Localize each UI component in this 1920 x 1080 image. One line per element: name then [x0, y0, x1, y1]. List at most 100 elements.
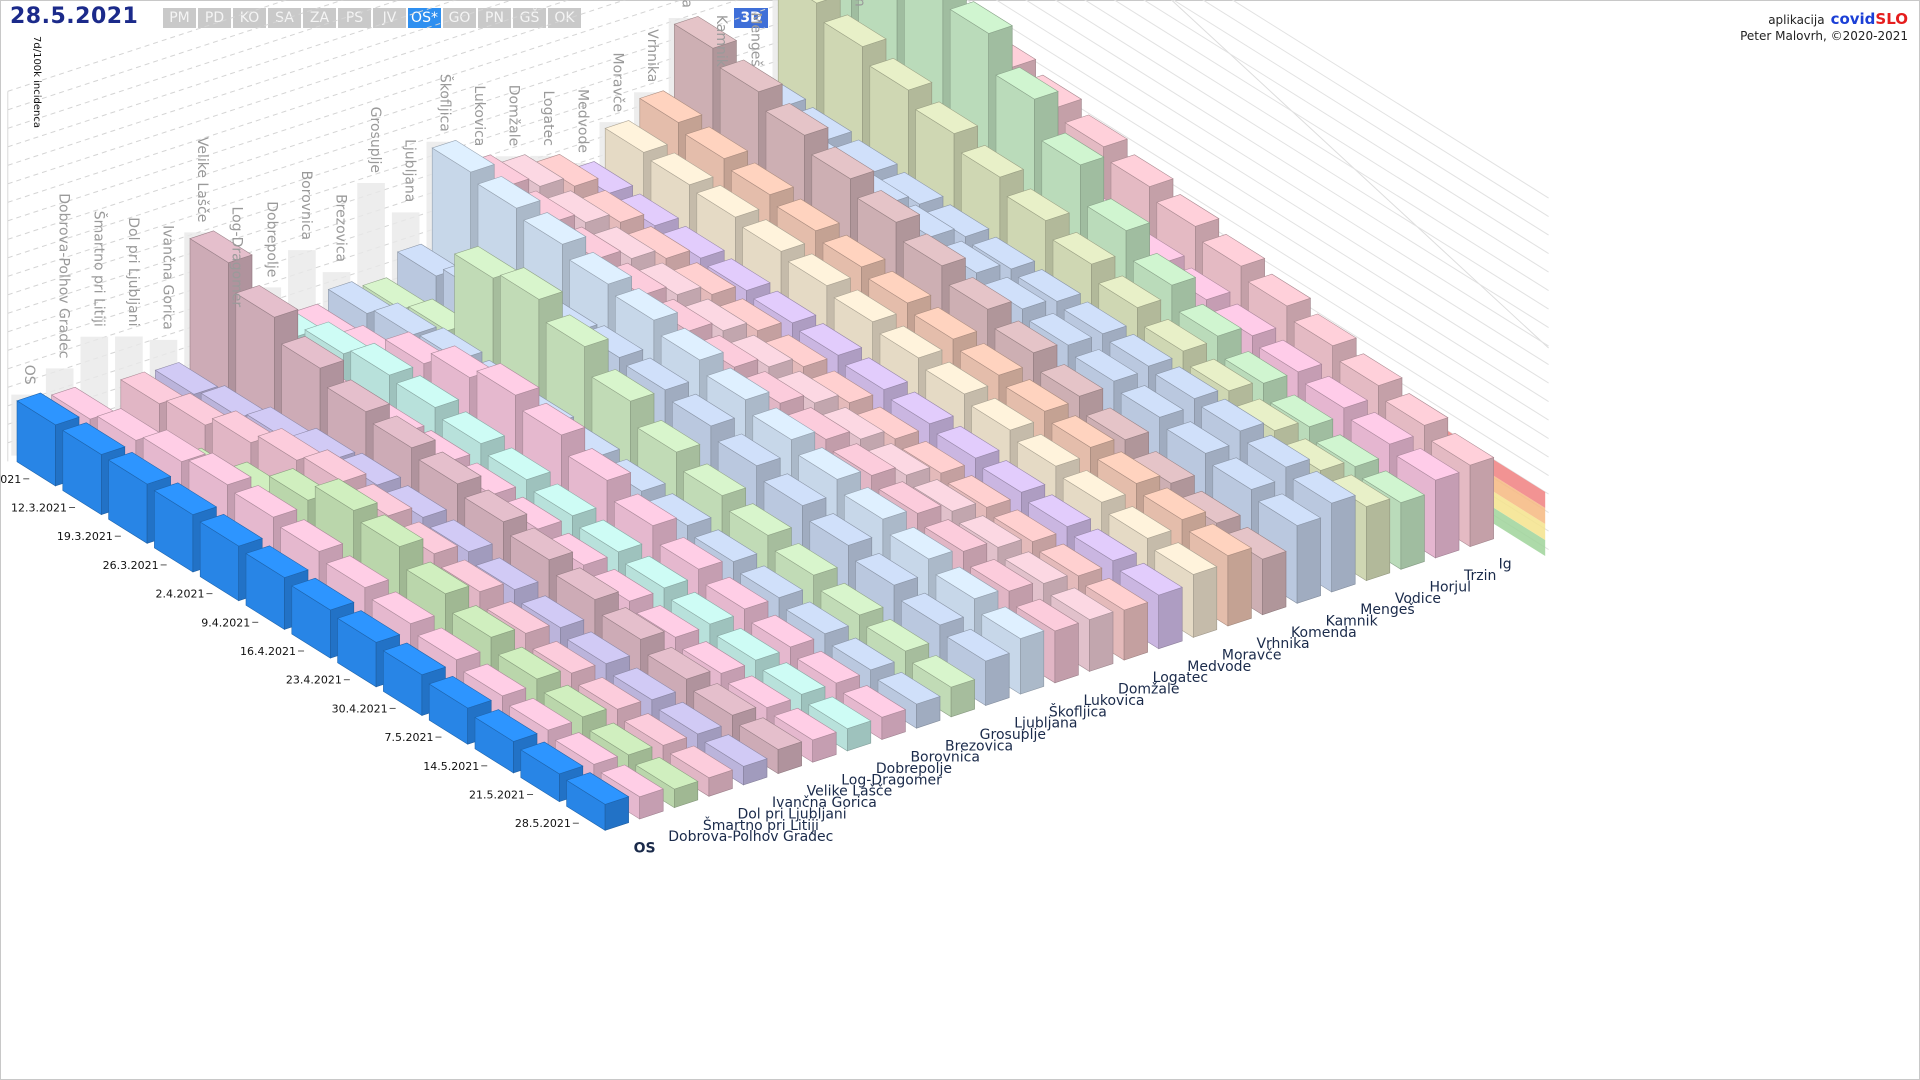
date-label: 5.3.2021 — [0, 473, 21, 486]
region-label: Log-Dragomer — [841, 772, 942, 788]
bar-side-face — [1262, 550, 1287, 616]
region-label: Borovnica — [910, 750, 980, 766]
tab-ok[interactable]: OK — [548, 8, 581, 28]
grid-line — [7, 0, 908, 296]
bar-top-face — [280, 335, 345, 369]
bar-top-face — [822, 234, 886, 268]
bar-top-face — [727, 675, 792, 708]
grid-line — [7, 0, 627, 203]
bar-top-face — [869, 57, 933, 91]
bar-top-face — [673, 16, 738, 49]
bar-top-face — [774, 543, 838, 576]
bar-top-face — [463, 663, 527, 697]
bar-top-face — [669, 745, 734, 779]
tab-os[interactable]: OS* — [408, 8, 441, 28]
tab-sa[interactable]: SA — [268, 8, 301, 28]
bar-top-face — [612, 667, 677, 701]
bar-top-face — [509, 527, 574, 561]
bar-top-face — [959, 343, 1024, 376]
view-3d-button[interactable]: 3D — [734, 8, 768, 28]
bar-top-face — [545, 314, 609, 347]
bar-top-face — [1027, 494, 1092, 527]
back-region-label-12: Škofljica — [436, 74, 454, 132]
bar-top-face — [808, 696, 872, 730]
app-credit: aplikacija covidSLO — [1768, 10, 1908, 28]
bar-top-face — [487, 447, 551, 481]
region-label: Dobrova-Polhov Gradec — [668, 829, 833, 845]
bar-top-face — [431, 139, 495, 173]
app-name[interactable]: covidSLO — [1831, 10, 1908, 28]
bar-top-face — [705, 576, 769, 610]
bar-top-face — [1166, 421, 1230, 454]
bar-top-face — [441, 411, 506, 444]
bar-top-face — [948, 277, 1012, 310]
grid-line — [7, 0, 288, 92]
y-axis-label: 7d/100k incidenca — [31, 36, 42, 128]
tab-pm[interactable]: PM — [163, 8, 196, 28]
bar-top-face — [1247, 273, 1312, 307]
bar-top-face — [1142, 487, 1207, 520]
tab-go[interactable]: GO — [443, 8, 476, 28]
bar-top-face — [914, 101, 979, 134]
bar-top-face — [1097, 451, 1161, 484]
bar-top-face — [969, 558, 1034, 592]
region-label: Domžale — [1118, 682, 1179, 698]
bar-top-face — [960, 144, 1025, 178]
bar-top-face — [428, 675, 492, 709]
grid-line — [7, 0, 457, 148]
grid-line-side — [1143, 0, 1549, 254]
tab-pd[interactable]: PD — [198, 8, 231, 28]
grid-line — [7, 54, 908, 351]
y-axis: 1002003004005006007008009001000110012001… — [31, 36, 42, 128]
bar-top-face — [475, 557, 539, 590]
back-region-label-8: Borovnica — [298, 171, 314, 241]
bar-top-face — [1005, 379, 1069, 412]
region-label: Logatec — [1153, 670, 1208, 686]
region-label: Šmartno pri Litiji — [703, 816, 819, 834]
bar-top-face — [752, 407, 816, 440]
bar-side-face — [1227, 547, 1252, 627]
tab-pn[interactable]: PN — [478, 8, 511, 28]
date-axis: 5.3.2021 12.3.2021 19.3.2021 26.3.2021 2.4.2… — [0, 473, 579, 830]
bar-top-face — [567, 448, 632, 481]
bar-top-face — [1108, 506, 1172, 539]
bar-top-face — [1257, 493, 1322, 526]
bar-side-face — [1089, 611, 1114, 672]
bar — [877, 671, 941, 729]
bar-top-face — [1098, 275, 1162, 308]
bar-top-face — [738, 717, 803, 750]
bar-top-face — [568, 251, 633, 285]
region-label: Vrhnika — [1256, 636, 1309, 652]
region-label: Kamnik — [1326, 613, 1379, 629]
region-label: Mengeš — [1360, 602, 1414, 618]
tab-ps[interactable]: PS — [338, 8, 371, 28]
bar-top-face — [660, 327, 724, 361]
bar-top-face — [912, 479, 977, 512]
grid-line — [7, 73, 908, 370]
bar-top-face — [1120, 385, 1184, 418]
bar-top-face — [694, 529, 758, 562]
bar-top-face — [890, 391, 954, 425]
bar-top-face — [1246, 434, 1311, 468]
bar-top-face — [639, 90, 703, 123]
grid-line-side — [1084, 0, 1549, 291]
bar-top-face — [925, 361, 989, 395]
bar-top-face — [763, 473, 827, 506]
bar-top-face — [1051, 415, 1115, 448]
bar-top-face — [797, 447, 862, 480]
tab-jv[interactable]: JV — [373, 8, 406, 28]
bar-top-face — [314, 478, 378, 511]
bar-top-face — [291, 577, 355, 611]
tab-ko[interactable]: KO — [233, 8, 266, 28]
bar-top-face — [831, 637, 895, 671]
bar-top-face — [234, 485, 298, 518]
bar — [669, 745, 734, 797]
bar-top-face — [765, 103, 829, 136]
bar-top-face — [776, 198, 840, 232]
bar-top-face — [902, 233, 967, 267]
date-label: 12.3.2021 — [11, 502, 67, 515]
bar-top-face — [684, 126, 749, 159]
bar-top-face — [659, 537, 723, 570]
bar-top-face — [325, 555, 390, 588]
bar-top-face — [832, 443, 896, 476]
